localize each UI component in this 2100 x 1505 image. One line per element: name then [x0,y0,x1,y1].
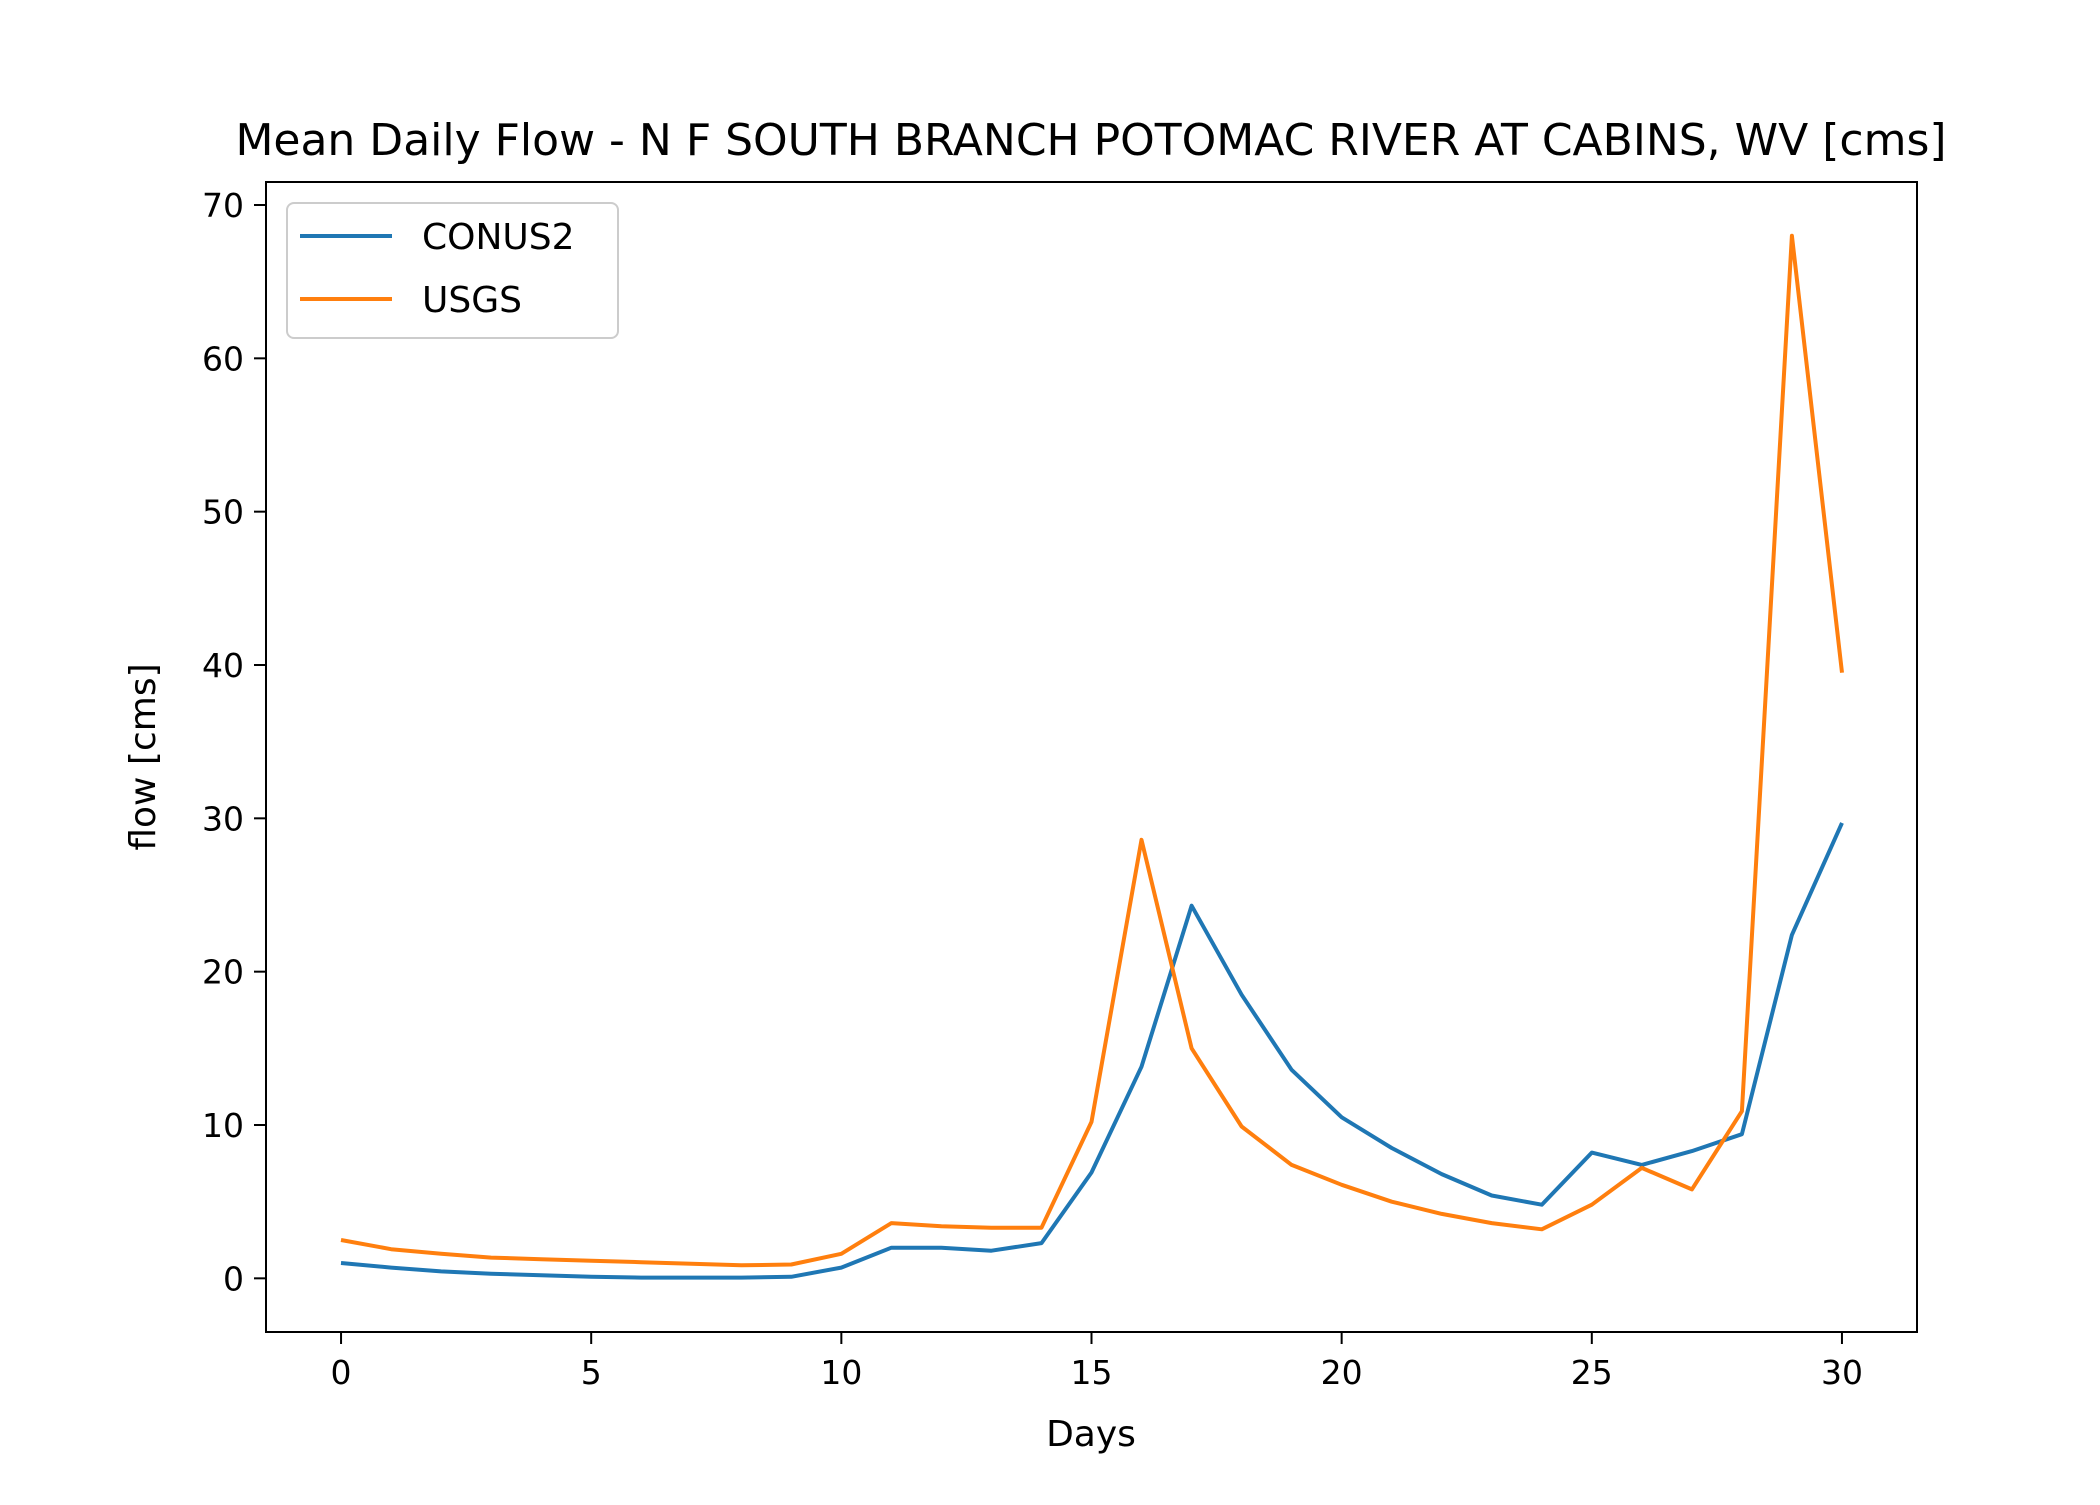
y-tick-label: 20 [202,953,244,992]
y-tick-label: 10 [202,1106,244,1145]
x-axis: 0 5 10 15 20 25 30 [331,1332,1863,1392]
y-tick-label: 40 [202,646,244,685]
y-axis: 0 10 20 30 40 50 60 70 [202,186,266,1298]
chart-title: Mean Daily Flow - N F SOUTH BRANCH POTOM… [235,115,1946,166]
x-tick-label: 30 [1821,1353,1863,1392]
plot-frame [265,181,1918,1333]
y-axis-label: flow [cms] [123,663,164,850]
legend: CONUS2 USGS [286,202,619,339]
y-tick-label: 30 [202,799,244,838]
x-tick-label: 20 [1321,1353,1363,1392]
x-tick-label: 15 [1071,1353,1113,1392]
x-tick-label: 0 [331,1353,352,1392]
y-tick-label: 50 [202,493,244,532]
series-lines [340,233,1844,1280]
y-tick-label: 0 [223,1259,244,1298]
x-tick-label: 25 [1571,1353,1613,1392]
y-tick-label: 70 [202,186,244,225]
legend-label-usgs: USGS [422,280,522,321]
series-line-usgs [340,233,1844,1268]
legend-label-conus2: CONUS2 [422,217,575,258]
x-axis-label: Days [1046,1414,1136,1455]
x-tick-label: 10 [820,1353,862,1392]
series-line-conus2 [340,822,1844,1280]
y-tick-label: 60 [202,339,244,378]
x-tick-label: 5 [581,1353,602,1392]
